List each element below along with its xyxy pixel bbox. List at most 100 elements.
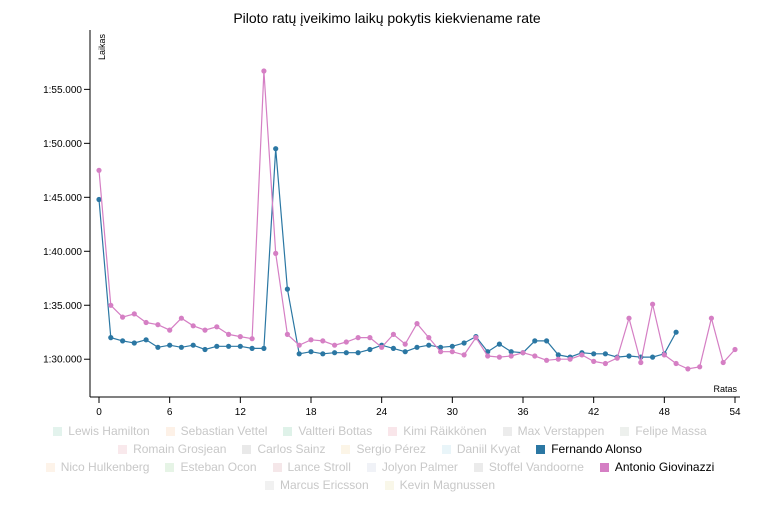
legend-item[interactable]: Nico Hulkenberg	[45, 458, 149, 476]
data-point[interactable]	[190, 342, 196, 348]
data-point[interactable]	[332, 342, 338, 348]
data-point[interactable]	[555, 352, 561, 358]
data-point[interactable]	[496, 341, 502, 347]
data-point[interactable]	[544, 338, 550, 344]
legend-item[interactable]: Max Verstappen	[502, 422, 604, 440]
data-point[interactable]	[650, 301, 656, 307]
data-point[interactable]	[131, 311, 137, 317]
data-point[interactable]	[390, 345, 396, 351]
data-point[interactable]	[237, 334, 243, 340]
data-point[interactable]	[414, 344, 420, 350]
data-point[interactable]	[402, 341, 408, 347]
data-point[interactable]	[508, 349, 514, 355]
data-point[interactable]	[120, 314, 126, 320]
data-point[interactable]	[591, 351, 597, 357]
legend-item[interactable]: Felipe Massa	[620, 422, 707, 440]
data-point[interactable]	[214, 343, 220, 349]
data-point[interactable]	[508, 353, 514, 359]
data-point[interactable]	[638, 359, 644, 366]
data-point[interactable]	[720, 359, 726, 366]
legend-item[interactable]: Lance Stroll	[272, 458, 351, 476]
data-point[interactable]	[614, 355, 620, 361]
data-point[interactable]	[155, 344, 161, 350]
data-point[interactable]	[685, 366, 691, 372]
data-point[interactable]	[178, 344, 184, 350]
data-point[interactable]	[202, 327, 208, 333]
data-point[interactable]	[202, 346, 208, 353]
data-point[interactable]	[96, 167, 102, 173]
data-point[interactable]	[626, 353, 632, 359]
data-point[interactable]	[579, 352, 585, 358]
data-point[interactable]	[520, 350, 526, 356]
data-point[interactable]	[355, 350, 361, 356]
data-point[interactable]	[96, 196, 102, 203]
data-point[interactable]	[167, 342, 173, 348]
data-point[interactable]	[261, 345, 267, 351]
data-point[interactable]	[120, 338, 126, 344]
data-point[interactable]	[673, 329, 679, 335]
data-point[interactable]	[261, 68, 267, 74]
data-point[interactable]	[602, 351, 609, 357]
data-point[interactable]	[226, 343, 232, 349]
data-point[interactable]	[284, 286, 290, 292]
data-point[interactable]	[402, 349, 408, 355]
data-point[interactable]	[426, 335, 432, 341]
data-point[interactable]	[320, 351, 326, 357]
data-point[interactable]	[155, 322, 161, 328]
legend-item[interactable]: Daniil Kvyat	[441, 440, 520, 458]
data-point[interactable]	[332, 350, 338, 356]
data-point[interactable]	[308, 337, 314, 343]
data-point[interactable]	[296, 351, 302, 357]
data-point[interactable]	[650, 354, 656, 360]
legend-item[interactable]: Sergio Pérez	[341, 440, 426, 458]
data-point[interactable]	[237, 343, 243, 349]
data-point[interactable]	[178, 315, 184, 321]
data-point[interactable]	[449, 349, 455, 355]
data-point[interactable]	[367, 346, 373, 353]
data-point[interactable]	[532, 338, 538, 344]
data-point[interactable]	[131, 340, 137, 346]
legend-item[interactable]: Kevin Magnussen	[384, 476, 495, 494]
data-point[interactable]	[544, 357, 550, 363]
data-point[interactable]	[343, 339, 349, 345]
data-point[interactable]	[697, 364, 703, 370]
data-point[interactable]	[143, 337, 149, 343]
data-point[interactable]	[626, 315, 632, 321]
data-point[interactable]	[496, 354, 502, 360]
legend-item[interactable]: Valtteri Bottas	[283, 422, 372, 440]
data-point[interactable]	[108, 302, 114, 308]
data-point[interactable]	[485, 353, 491, 359]
legend-item[interactable]: Antonio Giovinazzi	[599, 458, 714, 476]
data-point[interactable]	[214, 324, 220, 330]
data-point[interactable]	[661, 352, 667, 358]
data-point[interactable]	[708, 315, 715, 321]
legend-item[interactable]: Marcus Ericsson	[264, 476, 369, 494]
data-point[interactable]	[226, 331, 232, 337]
legend-item[interactable]: Stoffel Vandoorne	[473, 458, 584, 476]
data-point[interactable]	[273, 146, 279, 152]
data-point[interactable]	[461, 340, 467, 346]
data-point[interactable]	[449, 343, 455, 349]
data-point[interactable]	[143, 319, 149, 326]
data-point[interactable]	[296, 342, 302, 348]
legend-item[interactable]: Romain Grosjean	[118, 440, 226, 458]
data-point[interactable]	[167, 327, 173, 333]
data-point[interactable]	[343, 350, 349, 356]
data-point[interactable]	[273, 250, 279, 256]
data-point[interactable]	[355, 335, 361, 341]
data-point[interactable]	[461, 352, 467, 358]
data-point[interactable]	[320, 338, 326, 344]
data-point[interactable]	[379, 344, 385, 350]
data-point[interactable]	[438, 349, 444, 355]
data-point[interactable]	[249, 336, 255, 342]
data-point[interactable]	[567, 356, 573, 362]
data-point[interactable]	[390, 331, 396, 337]
data-point[interactable]	[591, 358, 597, 364]
data-point[interactable]	[438, 344, 444, 350]
data-point[interactable]	[673, 360, 679, 367]
data-point[interactable]	[190, 323, 196, 329]
legend-item[interactable]: Kimi Räikkönen	[388, 422, 487, 440]
data-point[interactable]	[308, 349, 314, 355]
data-point[interactable]	[284, 331, 290, 337]
legend-item[interactable]: Jolyon Palmer	[366, 458, 458, 476]
